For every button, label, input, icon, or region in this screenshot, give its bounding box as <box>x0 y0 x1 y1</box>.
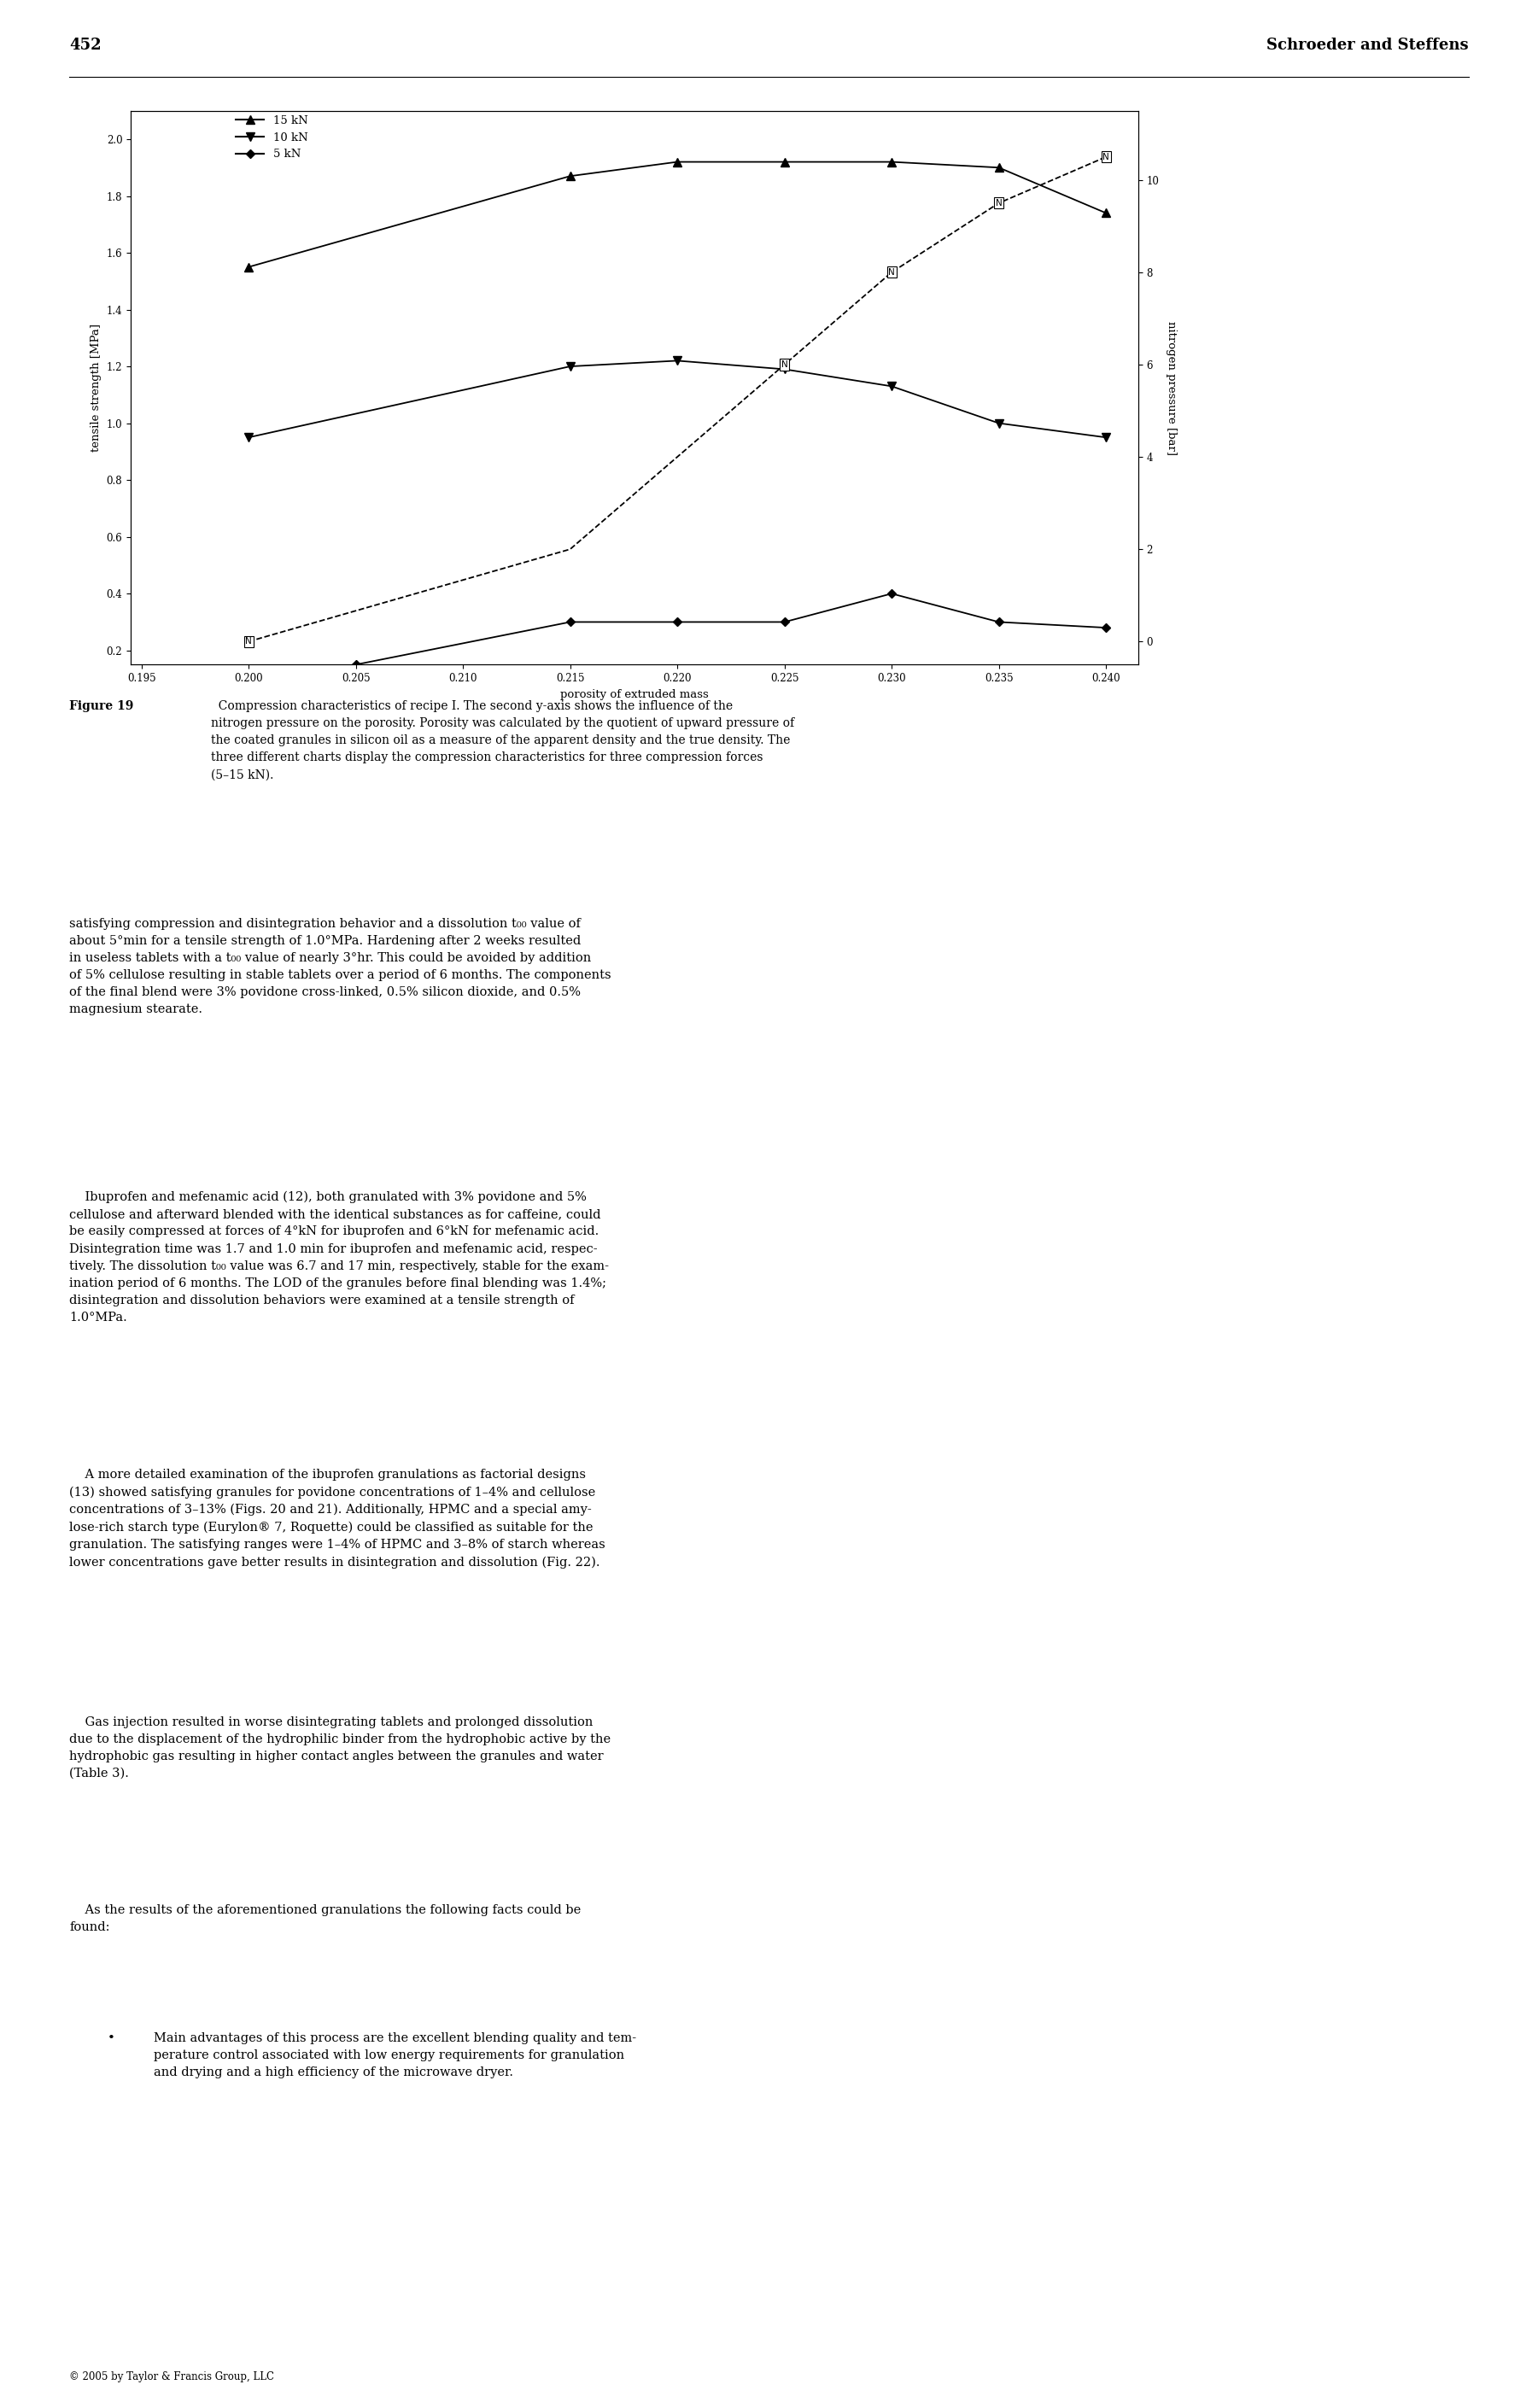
Text: satisfying compression and disintegration behavior and a dissolution t₀₀ value o: satisfying compression and disintegratio… <box>69 917 611 1016</box>
Text: As the results of the aforementioned granulations the following facts could be
f: As the results of the aforementioned gra… <box>69 1905 581 1934</box>
Text: Ibuprofen and mefenamic acid (12), both granulated with 3% povidone and 5%
cellu: Ibuprofen and mefenamic acid (12), both … <box>69 1192 609 1324</box>
Text: Main advantages of this process are the excellent blending quality and tem-
pera: Main advantages of this process are the … <box>154 2032 637 2078</box>
Text: Compression characteristics of recipe I. The second y-axis shows the influence o: Compression characteristics of recipe I.… <box>211 701 794 780</box>
Y-axis label: tensile strength [MPa]: tensile strength [MPa] <box>91 323 102 453</box>
X-axis label: porosity of extruded mass: porosity of extruded mass <box>560 689 709 701</box>
Text: 452: 452 <box>69 39 102 53</box>
Text: © 2005 by Taylor & Francis Group, LLC: © 2005 by Taylor & Francis Group, LLC <box>69 2372 274 2382</box>
Text: N: N <box>781 361 787 368</box>
Text: •: • <box>108 2032 115 2044</box>
Text: Schroeder and Steffens: Schroeder and Steffens <box>1267 39 1469 53</box>
Y-axis label: nitrogen pressure [bar]: nitrogen pressure [bar] <box>1166 320 1177 455</box>
Text: A more detailed examination of the ibuprofen granulations as factorial designs
(: A more detailed examination of the ibupr… <box>69 1469 606 1568</box>
Text: N: N <box>995 200 1003 207</box>
Text: N: N <box>1103 152 1109 161</box>
Text: N: N <box>245 638 252 645</box>
Text: Figure 19: Figure 19 <box>69 701 134 713</box>
Legend: 15 kN, 10 kN, 5 kN: 15 kN, 10 kN, 5 kN <box>232 111 312 164</box>
Text: Gas injection resulted in worse disintegrating tablets and prolonged dissolution: Gas injection resulted in worse disinteg… <box>69 1717 611 1780</box>
Text: N: N <box>889 267 895 277</box>
